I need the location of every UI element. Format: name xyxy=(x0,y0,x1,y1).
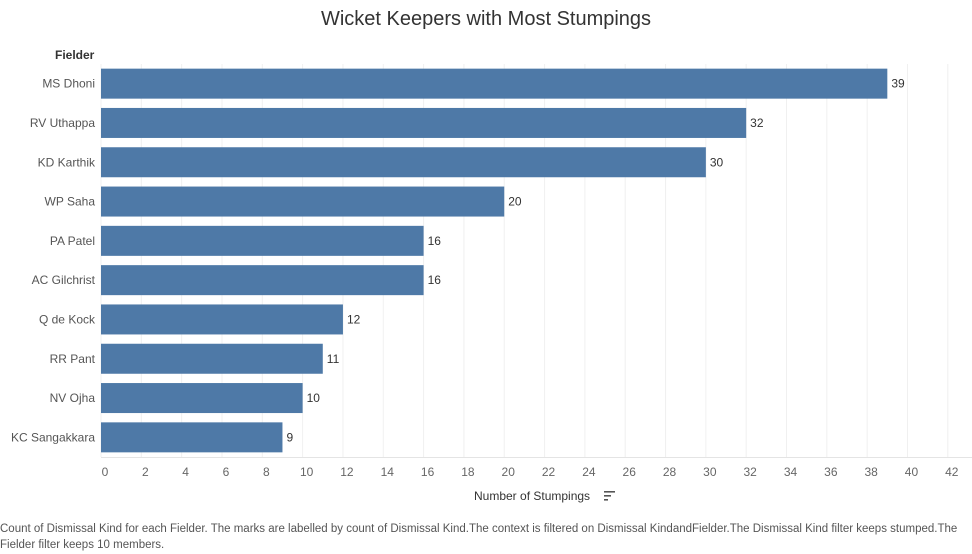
sort-descending-icon[interactable] xyxy=(604,490,616,502)
x-tick-label: 20 xyxy=(502,465,516,479)
category-label: PA Patel xyxy=(50,234,95,248)
x-tick-label: 22 xyxy=(542,465,556,479)
category-label: RR Pant xyxy=(50,352,96,366)
category-label: KD Karthik xyxy=(38,155,96,169)
chart-caption: Count of Dismissal Kind for each Fielder… xyxy=(0,523,958,551)
bar xyxy=(101,383,303,414)
row-header: Fielder xyxy=(55,48,95,62)
category-label: Q de Kock xyxy=(39,312,96,326)
data-label: 11 xyxy=(327,352,340,366)
bar xyxy=(101,225,424,256)
x-tick-label: 40 xyxy=(905,465,919,479)
data-label: 16 xyxy=(428,273,442,287)
bar xyxy=(101,343,323,374)
data-label: 9 xyxy=(286,430,293,444)
data-label: 16 xyxy=(428,234,442,248)
category-label: RV Uthappa xyxy=(30,116,95,130)
x-tick-label: 4 xyxy=(182,465,189,479)
data-label: 12 xyxy=(347,312,361,326)
category-label: KC Sangakkara xyxy=(11,430,95,444)
chart-title: Wicket Keepers with Most Stumpings xyxy=(320,8,652,30)
data-label: 30 xyxy=(710,155,724,169)
x-tick-label: 34 xyxy=(784,465,798,479)
x-tick-label: 42 xyxy=(945,465,959,479)
bar xyxy=(101,147,706,178)
x-tick-label: 38 xyxy=(864,465,878,479)
category-label: AC Gilchrist xyxy=(32,273,96,287)
x-tick-label: 28 xyxy=(663,465,677,479)
bar xyxy=(101,304,343,335)
x-tick-label: 8 xyxy=(263,465,270,479)
x-tick-label: 0 xyxy=(102,465,109,479)
data-label: 39 xyxy=(891,77,905,91)
x-tick-label: 14 xyxy=(381,465,395,479)
bar xyxy=(101,107,747,138)
category-label: MS Dhoni xyxy=(42,77,95,91)
x-tick-label: 2 xyxy=(142,465,149,479)
data-label: 20 xyxy=(508,195,522,209)
x-tick-label: 18 xyxy=(461,465,475,479)
x-tick-label: 26 xyxy=(623,465,637,479)
bar xyxy=(101,265,424,296)
x-tick-label: 6 xyxy=(223,465,230,479)
data-label: 32 xyxy=(750,116,764,130)
data-label: 10 xyxy=(307,391,321,405)
x-tick-label: 12 xyxy=(340,465,354,479)
x-tick-label: 10 xyxy=(300,465,314,479)
category-label: NV Ojha xyxy=(50,391,96,405)
x-tick-label: 16 xyxy=(421,465,435,479)
bar xyxy=(101,68,888,99)
x-tick-label: 32 xyxy=(744,465,758,479)
bar xyxy=(101,186,505,217)
x-axis-title[interactable]: Number of Stumpings xyxy=(474,489,591,503)
category-label: WP Saha xyxy=(45,195,96,209)
x-tick-label: 24 xyxy=(582,465,596,479)
x-tick-label: 30 xyxy=(703,465,717,479)
bar xyxy=(101,422,283,453)
x-tick-label: 36 xyxy=(824,465,838,479)
